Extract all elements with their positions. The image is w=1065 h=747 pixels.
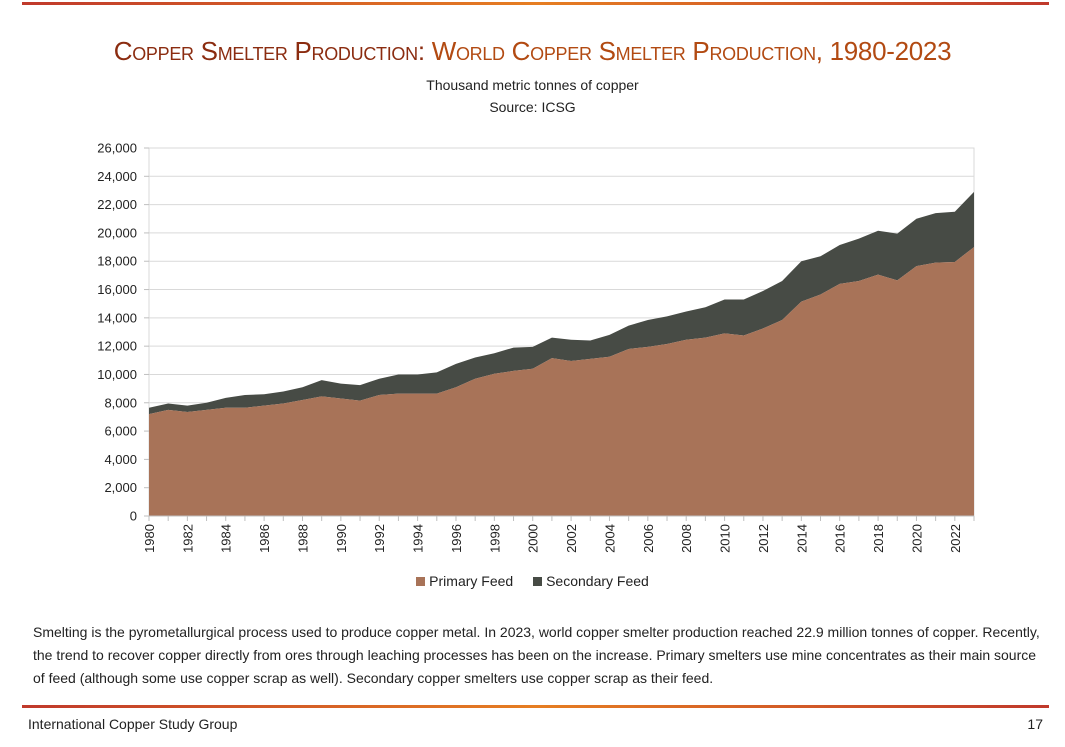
description-paragraph: Smelting is the pyrometallurgical proces…	[33, 624, 1040, 686]
page-number: 17	[1027, 716, 1043, 732]
x-tick-label: 2006	[641, 524, 656, 553]
x-tick-label: 2022	[948, 524, 963, 553]
x-tick-label: 2004	[602, 524, 617, 553]
y-tick-label: 20,000	[97, 225, 137, 240]
y-tick-label: 4,000	[104, 452, 137, 467]
x-tick-label: 1996	[449, 524, 464, 553]
x-tick-label: 2010	[718, 524, 733, 553]
y-tick-label: 2,000	[104, 480, 137, 495]
x-tick-label: 1980	[142, 524, 157, 553]
title-prefix: Copper Smelter Production:	[113, 36, 425, 66]
top-rule	[22, 2, 1049, 5]
x-tick-label: 2002	[564, 524, 579, 553]
y-tick-label: 8,000	[104, 395, 137, 410]
title-main: World Copper Smelter Production, 1980-20…	[431, 36, 952, 66]
series-primary-feed-area	[149, 247, 974, 516]
x-tick-label: 1988	[295, 524, 310, 553]
legend-label-secondary: Secondary Feed	[546, 573, 649, 589]
y-tick-label: 6,000	[104, 424, 137, 439]
chart-legend: Primary Feed Secondary Feed	[0, 573, 1065, 589]
x-tick-label: 2000	[526, 524, 541, 553]
y-tick-label: 0	[130, 509, 137, 524]
x-tick-label: 1994	[411, 524, 426, 553]
y-tick-label: 24,000	[97, 169, 137, 184]
legend-item-primary: Primary Feed	[416, 573, 513, 589]
x-tick-label: 1990	[334, 524, 349, 553]
chart-subtitle: Thousand metric tonnes of copper	[426, 77, 639, 93]
x-tick-label: 2016	[833, 524, 848, 553]
footer-organization: International Copper Study Group	[28, 716, 238, 732]
y-tick-label: 26,000	[97, 141, 137, 156]
legend-swatch-secondary	[533, 577, 543, 586]
legend-item-secondary: Secondary Feed	[533, 573, 649, 589]
x-tick-label: 2012	[756, 524, 771, 553]
y-tick-label: 10,000	[97, 367, 137, 382]
y-tick-label: 18,000	[97, 254, 137, 269]
legend-label-primary: Primary Feed	[429, 573, 514, 589]
x-tick-label: 2020	[909, 524, 924, 553]
x-tick-label: 1992	[372, 524, 387, 553]
x-tick-label: 2014	[794, 524, 809, 553]
x-tick-label: 2008	[679, 524, 694, 553]
legend-swatch-primary	[416, 577, 426, 586]
chart-source: Source: ICSG	[489, 99, 576, 115]
y-tick-label: 16,000	[97, 282, 137, 297]
x-tick-label: 2018	[871, 524, 886, 553]
area-chart: 0 2,000 4,000 6,000 8,000 10,000 12,000 14,000 1…	[97, 141, 975, 553]
y-tick-label: 14,000	[97, 310, 137, 325]
page-title: Copper Smelter Production: World Copper …	[0, 36, 1065, 67]
y-tick-label: 12,000	[97, 339, 137, 354]
x-tick-label: 1984	[219, 524, 234, 553]
bottom-rule	[22, 705, 1049, 708]
x-tick-label: 1998	[487, 524, 502, 553]
x-tick-label: 1986	[257, 524, 272, 553]
x-tick-label: 1982	[180, 524, 195, 553]
y-tick-label: 22,000	[97, 197, 137, 212]
